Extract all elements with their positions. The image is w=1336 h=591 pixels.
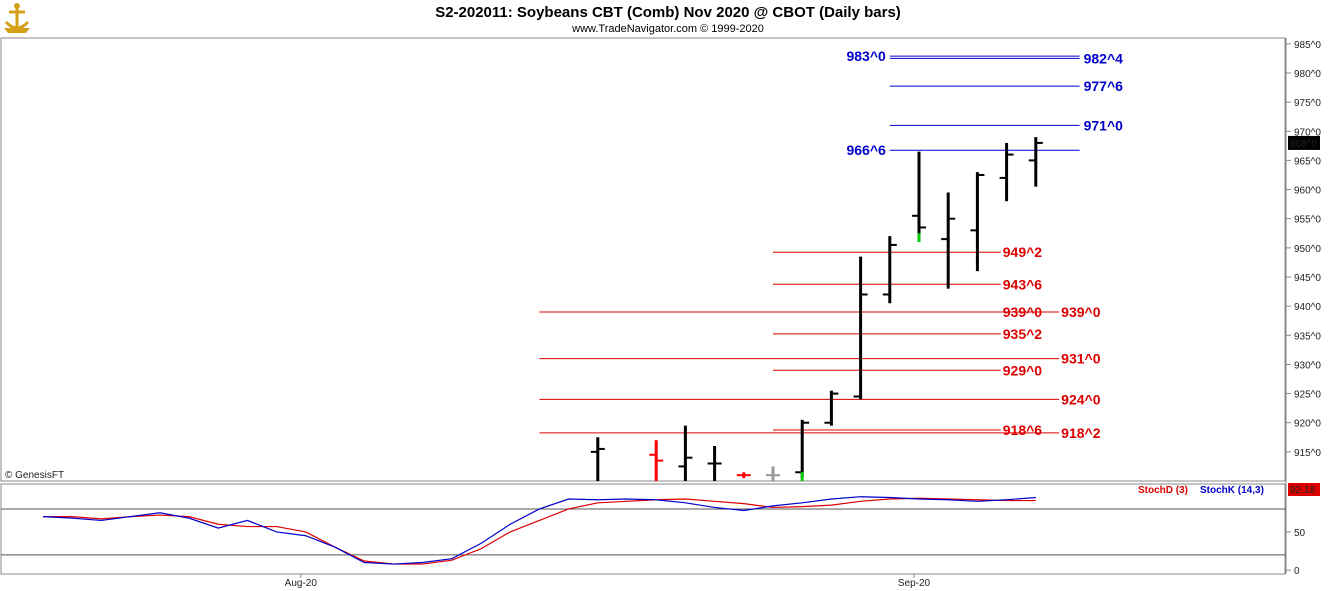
level-label: 982^4 (1084, 50, 1124, 66)
level-label: 918^2 (1061, 425, 1101, 441)
level-label: 971^0 (1084, 117, 1124, 133)
x-tick-label: Sep-20 (898, 578, 931, 589)
level-label: 966^6 (846, 142, 886, 158)
price-tick-label: 970^0 (1294, 127, 1321, 138)
level-label: 939^0 (1061, 304, 1101, 320)
price-tick-label: 985^0 (1294, 40, 1321, 51)
stoch-k-legend: StochK (14,3) (1200, 485, 1264, 496)
stoch-value-label: 92.18 (1290, 485, 1315, 496)
price-tick-label: 975^0 (1294, 98, 1321, 109)
last-price-label: 968^0 (1290, 139, 1317, 150)
stoch-tick-label: 50 (1294, 528, 1306, 539)
last-price-badge (1288, 135, 1320, 150)
stoch-value-badge (1288, 483, 1320, 496)
logo-icon (4, 3, 30, 33)
level-label: 918^6 (1003, 422, 1043, 438)
level-label: 949^2 (1003, 244, 1043, 260)
x-tick-label: Aug-20 (285, 578, 318, 589)
stoch-series-line (42, 496, 1036, 565)
level-label: 924^0 (1061, 391, 1101, 407)
price-tick-label: 955^0 (1294, 215, 1321, 226)
price-tick-label: 945^0 (1294, 273, 1321, 284)
price-tick-label: 915^0 (1294, 448, 1321, 459)
price-tick-label: 920^0 (1294, 419, 1321, 430)
level-label: 931^0 (1061, 351, 1101, 367)
level-label: 983^0 (846, 48, 886, 64)
price-tick-label: 980^0 (1294, 69, 1321, 80)
level-label: 935^2 (1003, 326, 1043, 342)
price-tick-label: 925^0 (1294, 390, 1321, 401)
price-tick-label: 965^0 (1294, 156, 1321, 167)
price-tick-label: 935^0 (1294, 331, 1321, 342)
level-label: 929^0 (1003, 362, 1043, 378)
level-label: 977^6 (1084, 78, 1124, 94)
price-tick-label: 940^0 (1294, 302, 1321, 313)
stoch-d-legend: StochD (3) (1138, 485, 1188, 496)
watermark: © GenesisFT (5, 470, 64, 481)
stoch-panel-frame (0, 483, 1286, 575)
price-tick-label: 960^0 (1294, 186, 1321, 197)
chart-subtitle: www.TradeNavigator.com © 1999-2020 (571, 23, 764, 35)
price-tick-label: 950^0 (1294, 244, 1321, 255)
price-panel-frame (0, 37, 1286, 482)
chart-title: S2-202011: Soybeans CBT (Comb) Nov 2020 … (435, 4, 901, 21)
stoch-tick-label: 0 (1294, 566, 1300, 577)
price-tick-label: 930^0 (1294, 360, 1321, 371)
level-label: 943^6 (1003, 276, 1043, 292)
stoch-series-line (43, 497, 1036, 565)
